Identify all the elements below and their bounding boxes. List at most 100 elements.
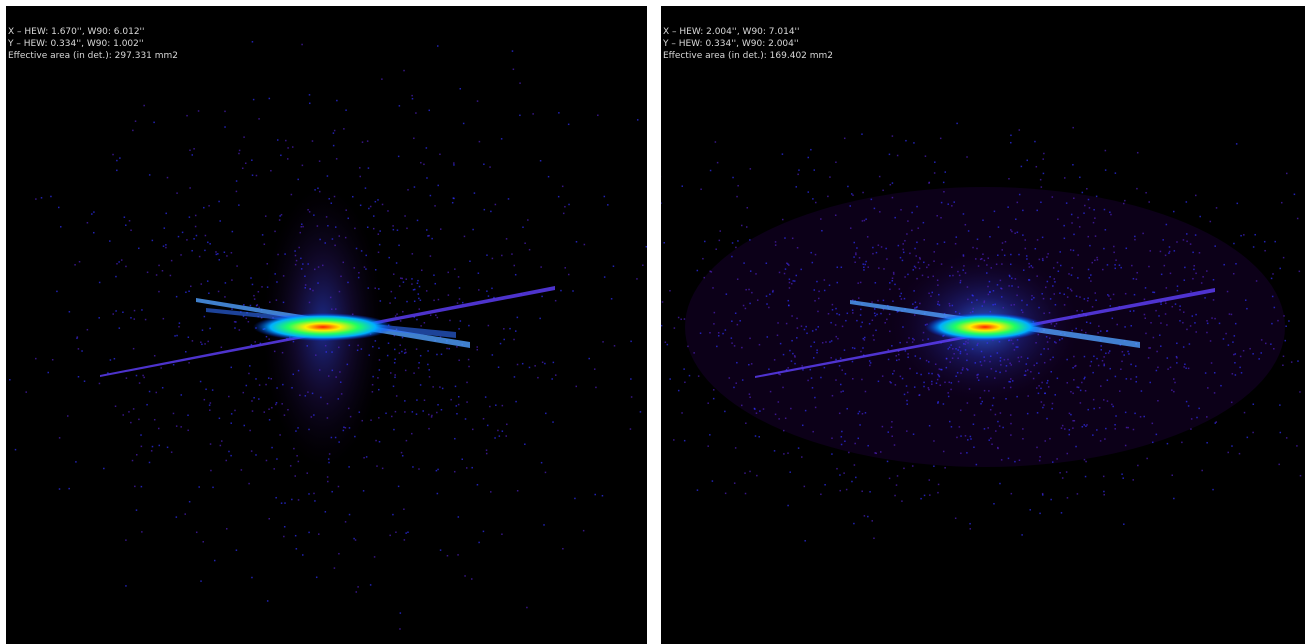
photon-dot: [814, 253, 817, 256]
photon-dot: [992, 397, 995, 399]
photon-dot: [1104, 438, 1106, 440]
photon-dot: [877, 380, 880, 383]
photon-dot: [405, 532, 407, 534]
photon-dot: [201, 329, 204, 331]
photon-dot: [1058, 339, 1061, 341]
photon-dot: [1094, 217, 1096, 219]
photon-dot: [328, 453, 331, 455]
photon-dot: [433, 299, 435, 302]
photon-dot: [917, 261, 920, 264]
photon-dot: [1067, 287, 1069, 289]
photon-dot: [543, 524, 545, 526]
photon-dot: [1160, 273, 1163, 276]
photon-dot: [953, 352, 955, 355]
photon-dot: [284, 253, 286, 255]
photon-dot: [181, 231, 184, 234]
photon-dot: [990, 267, 993, 269]
photon-dot: [933, 440, 935, 442]
photon-dot: [873, 308, 876, 310]
photon-dot: [1189, 243, 1192, 245]
photon-dot: [50, 195, 52, 198]
photon-dot: [251, 174, 254, 176]
photon-dot: [564, 205, 566, 208]
photon-dot: [847, 185, 849, 188]
photon-dot: [870, 198, 873, 201]
photon-dot: [1112, 293, 1115, 296]
photon-dot: [40, 197, 43, 199]
photon-dot: [365, 268, 367, 270]
photon-dot: [433, 274, 435, 276]
photon-dot: [969, 522, 971, 525]
photon-dot: [663, 242, 666, 244]
photon-dot: [175, 516, 178, 518]
photon-dot: [986, 342, 989, 344]
photon-dot: [1049, 437, 1051, 440]
photon-dot: [505, 238, 508, 240]
photon-dot: [1193, 268, 1195, 271]
photon-dot: [801, 456, 803, 458]
photon-dot: [1020, 165, 1023, 168]
photon-dot: [755, 412, 758, 414]
photon-dot: [1042, 158, 1044, 160]
photon-dot: [437, 404, 439, 406]
photon-dot: [1100, 349, 1103, 351]
photon-dot: [1282, 364, 1284, 367]
photon-dot: [1235, 263, 1237, 265]
photon-dot: [961, 369, 964, 371]
photon-dot: [911, 211, 913, 214]
photon-dot: [326, 476, 329, 478]
photon-dot: [1124, 199, 1126, 202]
photon-dot: [513, 376, 516, 378]
photon-dot: [1063, 177, 1066, 179]
photon-dot: [944, 171, 947, 173]
photon-dot: [942, 450, 945, 453]
photon-dot: [334, 226, 337, 228]
photon-dot: [392, 273, 395, 275]
photon-dot: [661, 202, 662, 204]
photon-dot: [539, 317, 541, 320]
photon-dot: [346, 363, 349, 366]
photon-dot: [806, 332, 808, 335]
photon-dot: [888, 477, 891, 480]
photon-dot: [287, 147, 289, 149]
photon-dot: [335, 158, 338, 160]
photon-dot: [741, 346, 743, 349]
photon-dot: [814, 300, 816, 302]
photon-dot: [369, 584, 372, 586]
photon-dot: [308, 94, 311, 96]
photon-dot: [710, 271, 713, 273]
photon-dot: [75, 461, 77, 463]
photon-dot: [784, 268, 787, 270]
photon-dot: [1029, 509, 1031, 511]
photon-dot: [821, 342, 824, 344]
photon-dot: [491, 287, 493, 290]
photon-dot: [1054, 304, 1057, 306]
photon-dot: [390, 372, 392, 374]
photon-dot: [1204, 297, 1206, 299]
photon-dot: [1185, 400, 1188, 403]
photon-dot: [1038, 372, 1040, 374]
photon-dot: [1211, 317, 1213, 319]
photon-dot: [1076, 309, 1078, 312]
photon-dot: [835, 335, 838, 338]
photon-dot: [132, 129, 134, 132]
photon-dot: [1043, 312, 1045, 315]
photon-dot: [1130, 325, 1132, 327]
photon-dot: [854, 442, 856, 445]
photon-dot: [975, 258, 977, 260]
photon-dot: [1299, 391, 1301, 393]
photon-dot: [265, 459, 268, 462]
photon-dot: [934, 363, 937, 365]
photon-dot: [907, 220, 909, 222]
photon-dot: [785, 368, 788, 371]
photon-dot: [1122, 477, 1124, 479]
photon-dot: [185, 291, 187, 294]
photon-dot: [829, 176, 831, 178]
photon-dot: [195, 531, 198, 534]
photon-dot: [238, 329, 241, 331]
photon-dot: [893, 370, 895, 372]
photon-dot: [1045, 286, 1047, 289]
photon-dot: [1194, 322, 1196, 324]
photon-dot: [884, 322, 886, 324]
photon-dot: [952, 348, 954, 350]
